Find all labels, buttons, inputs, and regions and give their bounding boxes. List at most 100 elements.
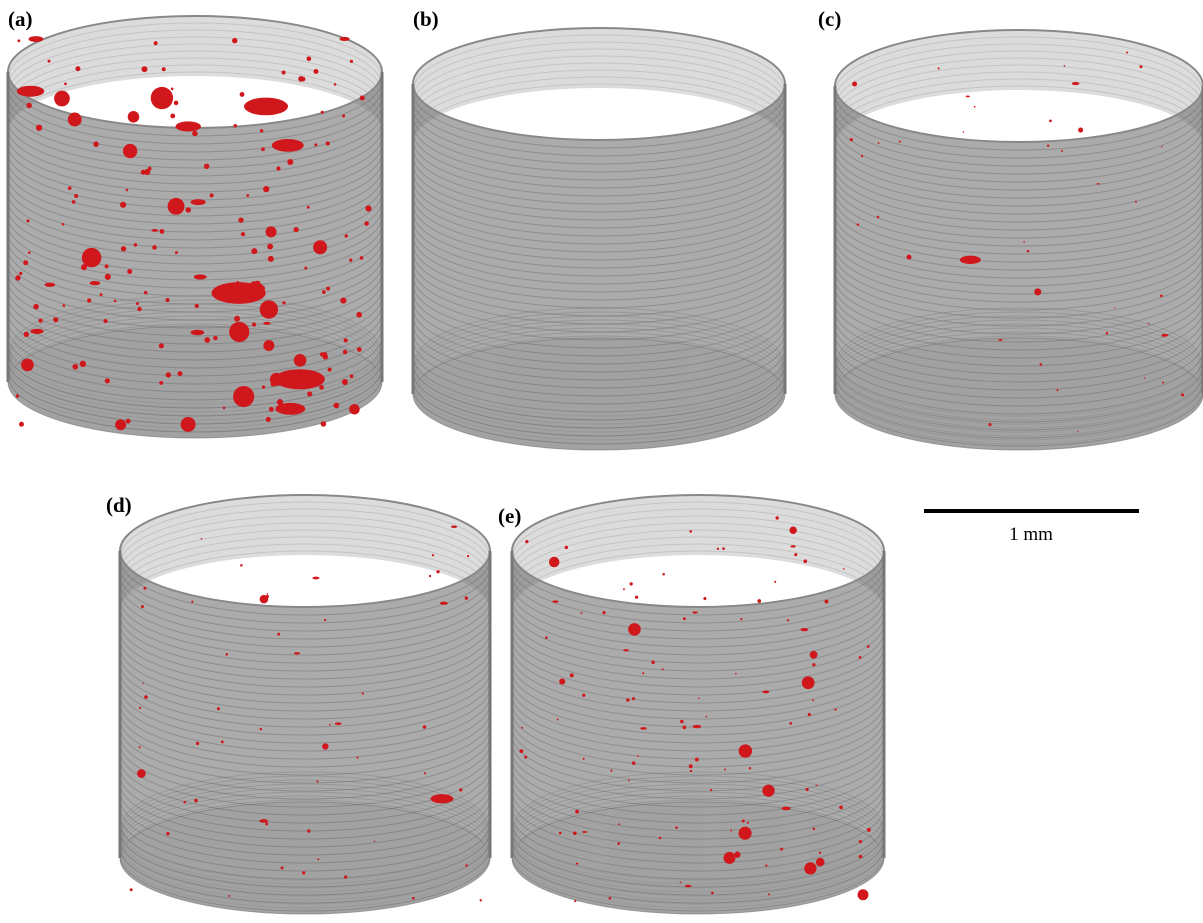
pore <box>1078 128 1083 133</box>
pore <box>762 785 774 797</box>
pore <box>742 819 745 822</box>
pore <box>165 298 169 302</box>
pore <box>350 60 353 63</box>
pore <box>575 810 579 814</box>
pore <box>722 547 725 550</box>
cylinders <box>8 16 1203 914</box>
pore <box>143 587 146 590</box>
pore <box>432 554 434 556</box>
pore <box>628 780 630 782</box>
pore <box>322 743 328 749</box>
pore <box>583 758 585 760</box>
pore <box>263 186 269 192</box>
pore <box>213 336 217 340</box>
cylinder <box>835 30 1203 450</box>
pore <box>87 298 91 302</box>
pore <box>810 651 818 659</box>
pore <box>68 186 72 190</box>
pore <box>302 871 305 874</box>
pore <box>324 619 326 621</box>
pore <box>739 744 752 757</box>
pore <box>724 852 736 864</box>
pore <box>628 623 641 636</box>
pore <box>81 264 87 270</box>
panel-label: (a) <box>8 7 33 31</box>
pore <box>90 281 101 285</box>
pore <box>878 142 880 144</box>
pore <box>344 875 347 878</box>
pore <box>559 832 562 835</box>
pore <box>740 618 742 620</box>
pore <box>269 407 274 412</box>
pore <box>233 124 237 128</box>
pore <box>36 125 42 131</box>
pore <box>431 794 454 803</box>
pore <box>440 602 448 605</box>
pore <box>192 131 198 137</box>
pore <box>246 194 249 197</box>
pore <box>724 769 726 771</box>
pore <box>735 673 737 675</box>
pore <box>524 755 527 758</box>
pore <box>19 422 24 427</box>
pore <box>194 274 207 279</box>
pore <box>136 302 139 305</box>
cylinder <box>512 495 884 914</box>
pore <box>803 559 807 563</box>
pore <box>340 297 346 303</box>
pore <box>44 283 55 287</box>
pore <box>349 404 360 415</box>
pore <box>357 347 362 352</box>
pore <box>30 329 43 334</box>
pore <box>630 582 633 585</box>
pore <box>806 788 809 791</box>
pore <box>294 354 307 367</box>
pore <box>121 246 126 251</box>
pore <box>141 605 144 608</box>
pore <box>365 205 371 211</box>
pore <box>195 304 199 308</box>
pore <box>800 628 808 631</box>
pore <box>307 829 310 832</box>
pore <box>683 617 686 620</box>
pore <box>465 864 468 867</box>
pore <box>835 708 837 710</box>
pore <box>859 840 862 843</box>
pore <box>141 66 147 72</box>
pore <box>1097 183 1100 184</box>
pore <box>322 290 326 294</box>
pore <box>703 597 706 600</box>
pore <box>212 282 266 304</box>
panel-label: (d) <box>106 493 132 517</box>
pore <box>1135 201 1137 203</box>
pore <box>17 86 44 97</box>
pore <box>549 557 560 568</box>
pore <box>139 707 141 709</box>
pore <box>602 611 605 614</box>
pore <box>412 897 415 900</box>
pore <box>217 707 220 710</box>
pore <box>159 381 163 385</box>
pore <box>266 226 277 237</box>
pore <box>374 841 375 842</box>
pore <box>267 244 273 250</box>
pore <box>232 38 237 43</box>
pore <box>326 141 330 145</box>
pore <box>80 361 86 367</box>
pore <box>1114 307 1115 308</box>
pore <box>857 223 859 225</box>
pore <box>802 676 815 689</box>
pore <box>349 259 352 262</box>
pore <box>749 767 751 769</box>
pore <box>240 564 243 567</box>
pore <box>267 593 269 595</box>
pore <box>350 374 354 378</box>
pore <box>819 851 821 853</box>
pore <box>252 323 256 327</box>
pore <box>301 77 305 81</box>
pore <box>191 601 193 603</box>
pore <box>166 372 171 377</box>
pore <box>343 350 348 355</box>
pore <box>266 595 269 598</box>
pore <box>739 827 752 840</box>
